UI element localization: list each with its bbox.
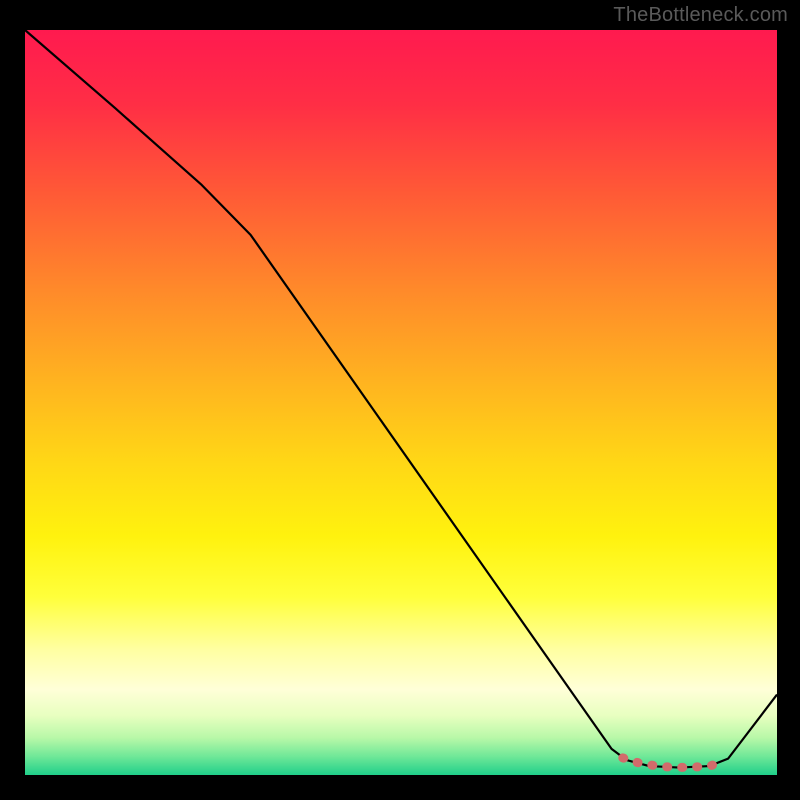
- attribution-text: TheBottleneck.com: [613, 4, 788, 27]
- gradient-background: [25, 30, 777, 775]
- chart-container: TheBottleneck.com: [0, 0, 800, 800]
- plot-area: [25, 30, 777, 775]
- plot-svg: [25, 30, 777, 775]
